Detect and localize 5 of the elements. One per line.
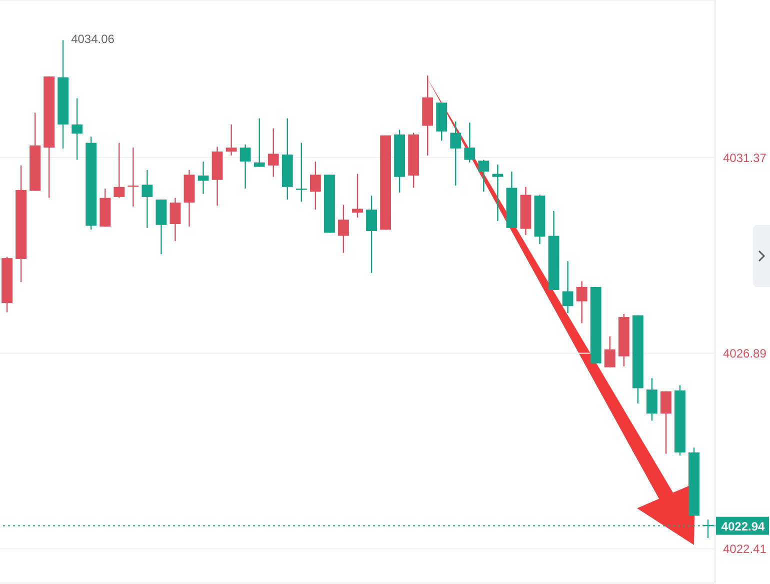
y-tick-label: 4031.37 xyxy=(723,150,767,165)
ref-line-label: 4022.94 xyxy=(721,519,766,534)
y-tick-label: 4026.89 xyxy=(723,346,767,361)
y-tick-label: 4022.41 xyxy=(723,542,767,556)
annotation: 4034.06 xyxy=(71,32,114,46)
